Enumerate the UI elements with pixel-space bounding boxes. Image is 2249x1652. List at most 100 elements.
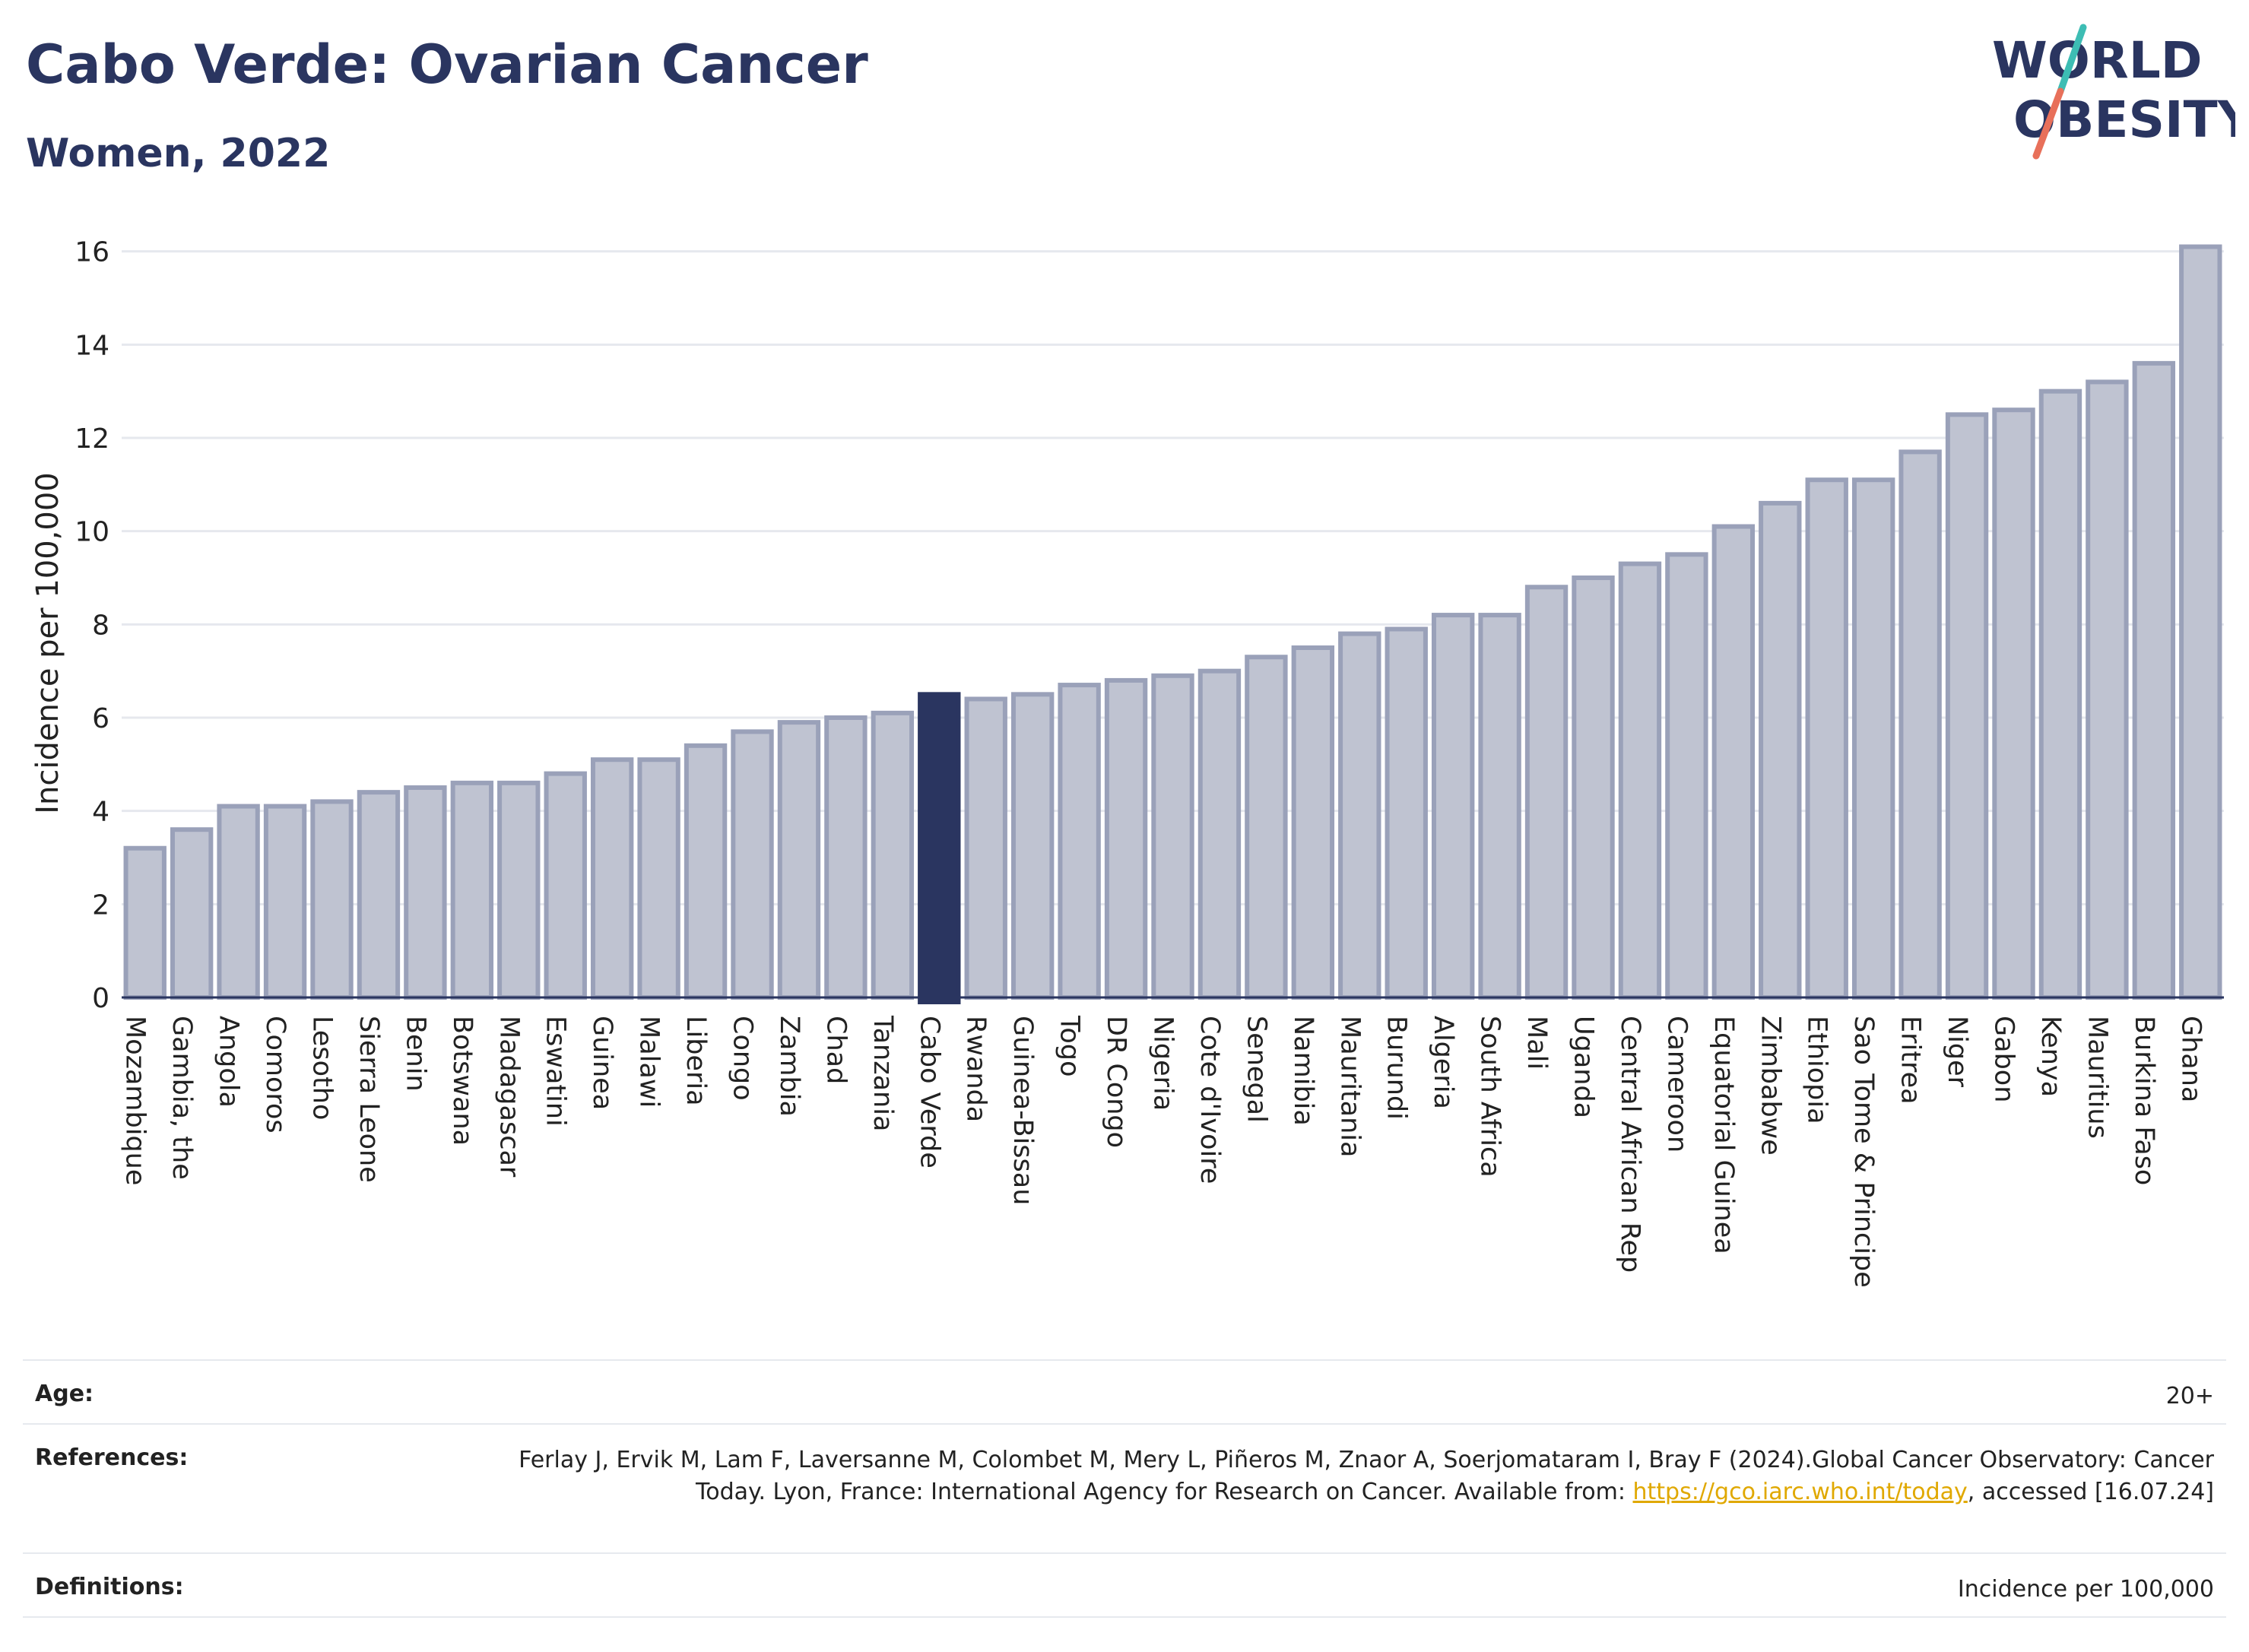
bar	[1945, 412, 1989, 1000]
x-tick-label: South Africa	[1475, 1016, 1505, 1178]
x-tick-label: Ethiopia	[1802, 1016, 1832, 1124]
x-tick-label: Guinea	[587, 1016, 617, 1110]
logo-slash-teal	[2057, 24, 2087, 95]
x-tick-label: Comoros	[260, 1016, 290, 1134]
bar	[1104, 677, 1148, 1000]
x-tick-label: Angola	[214, 1016, 244, 1108]
bar	[1524, 585, 1569, 1000]
bar	[2132, 360, 2176, 1000]
logo-slash-coral	[2032, 87, 2064, 160]
y-tick-label: 6	[92, 703, 109, 734]
x-tick-label: Senegal	[1241, 1016, 1271, 1123]
x-tick-label: Mali	[1521, 1016, 1552, 1070]
bar	[544, 771, 587, 1000]
bar	[637, 757, 680, 1000]
x-tick-label: Cabo Verde	[914, 1016, 944, 1168]
x-tick-label: Burundi	[1381, 1016, 1412, 1120]
x-tick-label: Sao Tome & Principe	[1848, 1016, 1879, 1288]
bar	[2086, 379, 2129, 1000]
bar	[1851, 477, 1895, 1000]
x-tick-label: Algeria	[1428, 1016, 1458, 1109]
bar	[1197, 668, 1242, 1000]
bar-chart: 0 2 4 6 8 10 12 14 16 Mozambique Gambia, the Angol…	[30, 237, 2224, 1288]
y-tick-label: 10	[75, 517, 109, 548]
x-tick-label: Niger	[1942, 1016, 1972, 1088]
bar	[964, 696, 1007, 1000]
bar	[170, 827, 214, 1000]
bar	[1618, 561, 1662, 1000]
info-row-definitions: Definitions: Incidence per 100,000	[23, 1552, 2226, 1618]
x-tick-label: Mauritius	[2082, 1016, 2112, 1139]
y-tick-label: 4	[92, 797, 109, 828]
x-tick-label: DR Congo	[1101, 1016, 1131, 1148]
bar	[1992, 407, 2035, 1000]
bar	[824, 715, 868, 1000]
references-text: Ferlay J, Ervik M, Lam F, Laversanne M, …	[519, 1447, 2214, 1505]
world-obesity-logo: WORLD OBESITY	[1992, 24, 2235, 160]
age-label: Age:	[35, 1381, 94, 1407]
x-tick-label: Gabon	[1989, 1016, 2019, 1102]
bar	[1478, 613, 1521, 1000]
x-tick-label: Cameroon	[1661, 1016, 1692, 1153]
x-tick-label: Nigeria	[1148, 1016, 1178, 1111]
x-tick-label: Rwanda	[961, 1016, 991, 1122]
x-tick-label: Botswana	[447, 1016, 477, 1146]
y-tick-label: 14	[75, 330, 109, 361]
references-suffix: , accessed [16.07.24]	[1967, 1479, 2214, 1505]
bar	[1711, 524, 1756, 1000]
bar	[1572, 576, 1615, 1000]
age-value: 20+	[2165, 1383, 2214, 1409]
bar	[404, 785, 447, 1000]
y-tick-label: 16	[75, 237, 109, 268]
x-tick-label: Togo	[1055, 1015, 1085, 1076]
x-tick-label: Mauritania	[1334, 1016, 1365, 1157]
x-tick-label: Lesotho	[307, 1016, 338, 1120]
x-tick-label: Ghana	[2175, 1016, 2206, 1102]
x-tick-label: Liberia	[680, 1016, 711, 1106]
bar	[1431, 613, 1475, 1000]
references-label: References:	[35, 1444, 189, 1471]
bar	[1291, 645, 1335, 1000]
definitions-label: Definitions:	[35, 1574, 184, 1600]
x-tick-labels: Mozambique Gambia, the Angola Comoros Lesoth…	[120, 1015, 2206, 1288]
bar	[1010, 692, 1055, 1000]
bar	[1385, 626, 1428, 1000]
bar	[2179, 244, 2222, 1000]
x-tick-label: Congo	[728, 1016, 758, 1101]
x-tick-label: Madagascar	[493, 1016, 524, 1178]
x-tick-label: Gambia, the	[167, 1016, 197, 1180]
x-tick-label: Uganda	[1569, 1016, 1599, 1118]
bar	[1151, 673, 1194, 1000]
info-row-age: Age: 20+	[23, 1359, 2226, 1423]
bar	[2038, 388, 2082, 1000]
bar	[1898, 449, 1942, 1000]
bar	[497, 780, 541, 1000]
page-title: Cabo Verde: Ovarian Cancer	[26, 33, 868, 96]
bar	[777, 720, 821, 1000]
references-link[interactable]: https://gco.iarc.who.int/today	[1632, 1479, 1968, 1505]
bar	[1665, 552, 1708, 1000]
bar	[1058, 683, 1101, 1000]
x-tick-label: Zimbabwe	[1755, 1016, 1785, 1156]
y-axis-label: Incidence per 100,000	[30, 472, 65, 814]
definitions-value: Incidence per 100,000	[1957, 1576, 2214, 1603]
x-tick-label: Tanzania	[868, 1015, 898, 1131]
x-tick-label: Eritrea	[1895, 1016, 1926, 1105]
bar	[123, 845, 167, 1000]
bar	[450, 780, 494, 1000]
bar	[731, 729, 774, 1000]
x-tick-label: Guinea-Bissau	[1007, 1016, 1038, 1205]
y-tick-labels: 0 2 4 6 8 10 12 14 16	[75, 237, 109, 1014]
x-tick-label: Central African Rep	[1615, 1016, 1645, 1273]
x-tick-label: Benin	[400, 1016, 430, 1092]
info-row-references: References: Ferlay J, Ervik M, Lam F, La…	[23, 1423, 2226, 1552]
page-subtitle: Women, 2022	[26, 131, 331, 176]
bar	[310, 799, 354, 1000]
logo-line-1: WORLD	[1992, 31, 2203, 90]
y-tick-label: 8	[92, 610, 109, 641]
bar	[1805, 477, 1848, 1000]
x-tick-label: Equatorial Guinea	[1708, 1016, 1739, 1254]
bar	[871, 710, 915, 1000]
x-tick-label: Eswatini	[541, 1016, 571, 1127]
bar	[684, 743, 728, 1000]
